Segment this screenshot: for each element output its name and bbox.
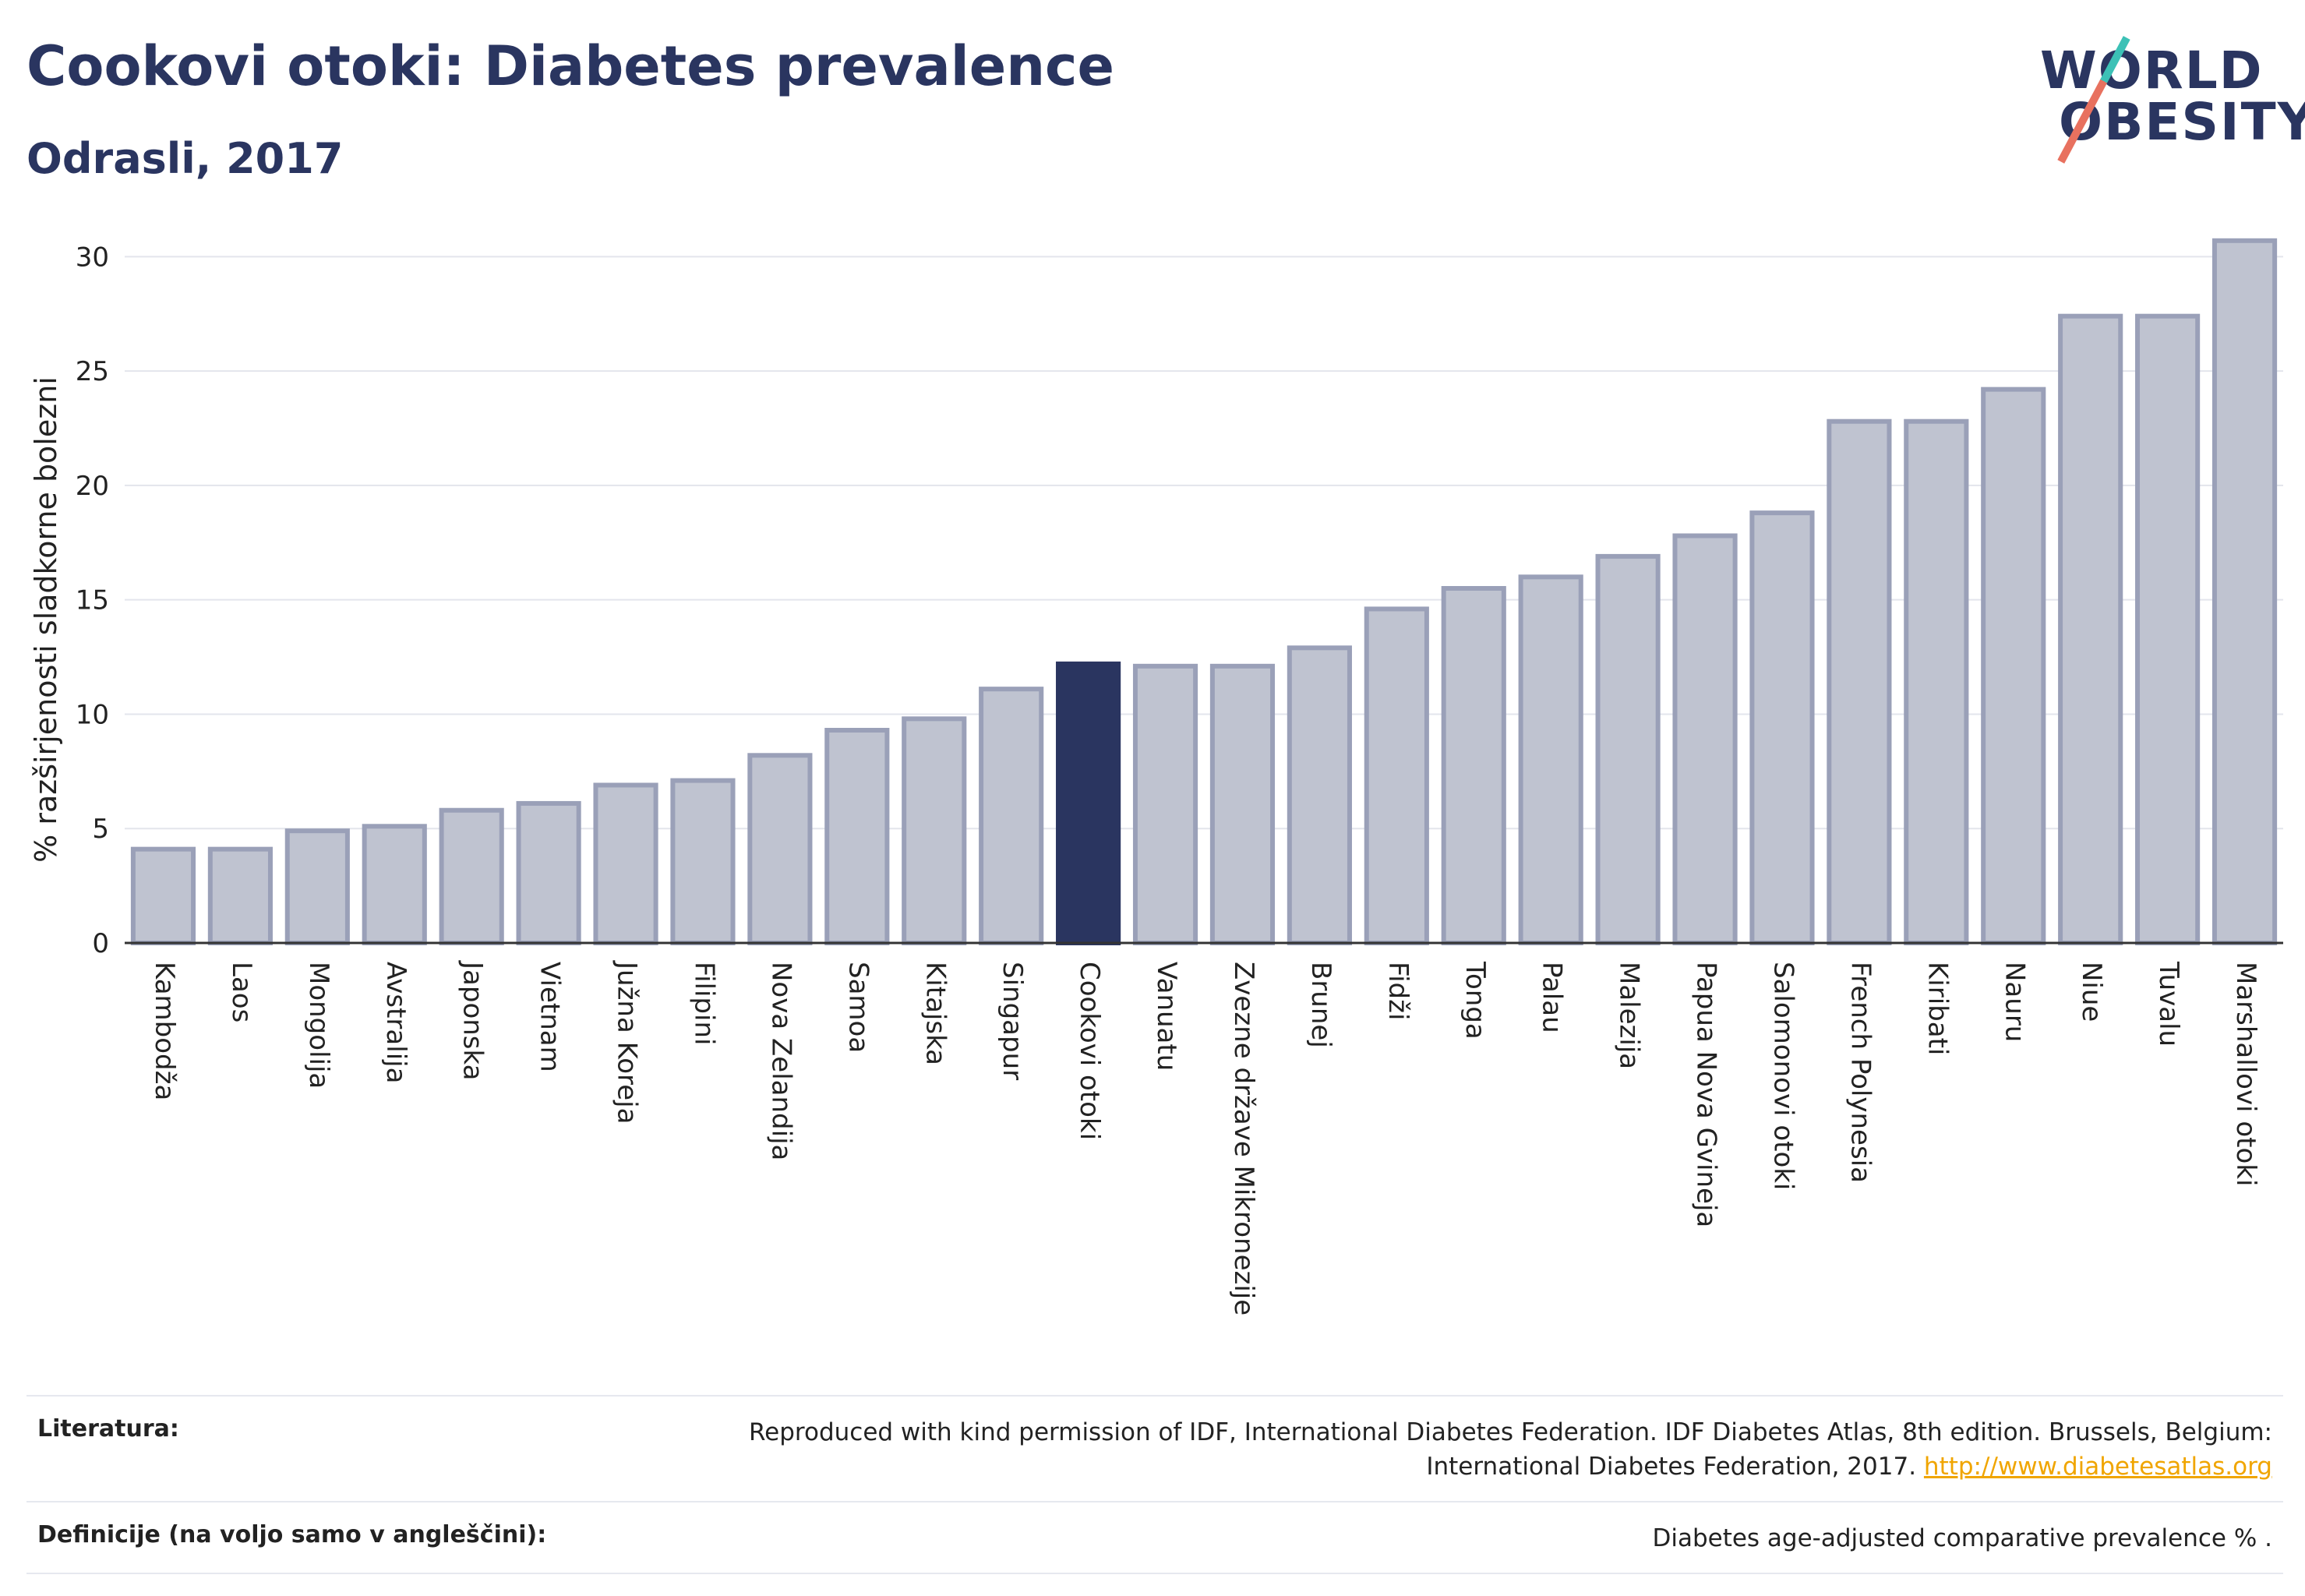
literature-text: Reproduced with kind permission of IDF, … bbox=[749, 1418, 2272, 1481]
x-tick-label: Cookovi otoki bbox=[1074, 962, 1105, 1140]
bar bbox=[593, 782, 658, 945]
bar bbox=[284, 828, 350, 945]
bar bbox=[1904, 418, 1969, 945]
bar bbox=[130, 846, 196, 945]
bar bbox=[2211, 238, 2278, 945]
x-tick-label: Južna Koreja bbox=[612, 960, 643, 1124]
y-axis-title: % razširjenosti sladkorne bolezni bbox=[29, 376, 63, 863]
x-tick-label: Palau bbox=[1537, 962, 1568, 1033]
references-table: Literatura: Reproduced with kind permiss… bbox=[26, 1395, 2283, 1574]
bar-chart: 0 5 10 15 20 25 30 % razširjenosti sladkorne bo… bbox=[29, 238, 2283, 1315]
bar bbox=[1209, 663, 1276, 945]
logo-text-world: WORLD bbox=[2040, 41, 2264, 101]
x-tick-label: Singapur bbox=[997, 962, 1028, 1080]
world-obesity-logo[interactable]: WORLD OBESITY bbox=[2034, 22, 2305, 164]
x-tick-label: Mongolija bbox=[303, 962, 334, 1089]
x-tick-label: Niue bbox=[2076, 962, 2107, 1022]
references-row-literature: Literatura: Reproduced with kind permiss… bbox=[26, 1395, 2283, 1501]
y-tick-label: 30 bbox=[76, 242, 109, 273]
bar bbox=[1287, 645, 1352, 945]
bar bbox=[2135, 313, 2201, 945]
bar bbox=[439, 807, 504, 946]
x-tick-label: Laos bbox=[226, 962, 257, 1022]
literature-label: Literatura: bbox=[37, 1415, 179, 1442]
x-tick-label: Zvezne države Mikronezije bbox=[1228, 962, 1259, 1315]
x-tick-label: Fidži bbox=[1382, 962, 1414, 1020]
x-tick-label: Samoa bbox=[842, 962, 874, 1053]
bar bbox=[1672, 533, 1738, 945]
literature-link[interactable]: http://www.diabetesatlas.org bbox=[1923, 1453, 2272, 1481]
y-tick-label: 15 bbox=[76, 585, 109, 616]
bar bbox=[747, 753, 813, 946]
bar bbox=[362, 824, 427, 945]
x-tick-label: Vanuatu bbox=[1151, 962, 1182, 1071]
x-tick-label: Nova Zelandija bbox=[765, 962, 796, 1160]
bar bbox=[824, 728, 890, 945]
x-tick-label: Tuvalu bbox=[2153, 961, 2184, 1047]
x-tick-label: Vietnam bbox=[535, 962, 566, 1072]
x-tick-label: Nauru bbox=[1999, 962, 2030, 1042]
x-tick-label: Avstralija bbox=[380, 962, 411, 1083]
literature-value: Reproduced with kind permission of IDF, … bbox=[698, 1415, 2272, 1484]
x-tick-label: French Polynesia bbox=[1844, 962, 1876, 1183]
x-tick-label: Kiribati bbox=[1922, 962, 1953, 1055]
x-tick-label: Japonska bbox=[457, 960, 489, 1080]
bar bbox=[1441, 586, 1506, 945]
x-tick-label: Kambodža bbox=[149, 962, 180, 1100]
x-tick-label: Salomonovi otoki bbox=[1767, 962, 1798, 1190]
definitions-label: Definicije (na voljo samo v angleščini): bbox=[37, 1521, 547, 1548]
bar bbox=[979, 687, 1044, 946]
y-tick-label: 25 bbox=[76, 356, 109, 387]
x-tick-label: Marshallovi otoki bbox=[2230, 962, 2261, 1186]
bar bbox=[207, 846, 273, 945]
x-tick-label: Malezija bbox=[1614, 962, 1645, 1069]
x-tick-label: Brunej bbox=[1305, 962, 1336, 1048]
x-tick-label: Papua Nova Gvineja bbox=[1691, 962, 1722, 1227]
y-tick-label: 0 bbox=[92, 928, 109, 959]
bar bbox=[1827, 418, 1892, 945]
chart-title: Cookovi otoki: Diabetes prevalence bbox=[26, 34, 1115, 98]
definitions-value: Diabetes age-adjusted comparative preval… bbox=[1652, 1524, 2272, 1552]
bar bbox=[1518, 574, 1583, 945]
chart-subtitle: Odrasli, 2017 bbox=[26, 134, 344, 183]
bar bbox=[1749, 510, 1815, 945]
y-tick-label: 20 bbox=[76, 471, 109, 502]
bar bbox=[1364, 606, 1429, 946]
bar bbox=[670, 778, 736, 945]
y-tick-label: 10 bbox=[76, 699, 109, 730]
bar bbox=[1981, 387, 2046, 945]
bar bbox=[516, 800, 581, 945]
y-tick-label: 5 bbox=[92, 814, 109, 845]
x-tick-label: Kitajska bbox=[920, 962, 951, 1065]
bar bbox=[1132, 663, 1198, 945]
references-row-definitions: Definicije (na voljo samo v angleščini):… bbox=[26, 1501, 2283, 1574]
bar bbox=[1056, 661, 1121, 945]
logo-text-obesity: OBESITY bbox=[2059, 92, 2305, 152]
x-tick-label: Tonga bbox=[1460, 961, 1491, 1040]
bar bbox=[902, 716, 967, 945]
bar bbox=[1595, 553, 1661, 945]
x-tick-label: Filipini bbox=[688, 962, 719, 1045]
bar bbox=[2058, 313, 2123, 945]
